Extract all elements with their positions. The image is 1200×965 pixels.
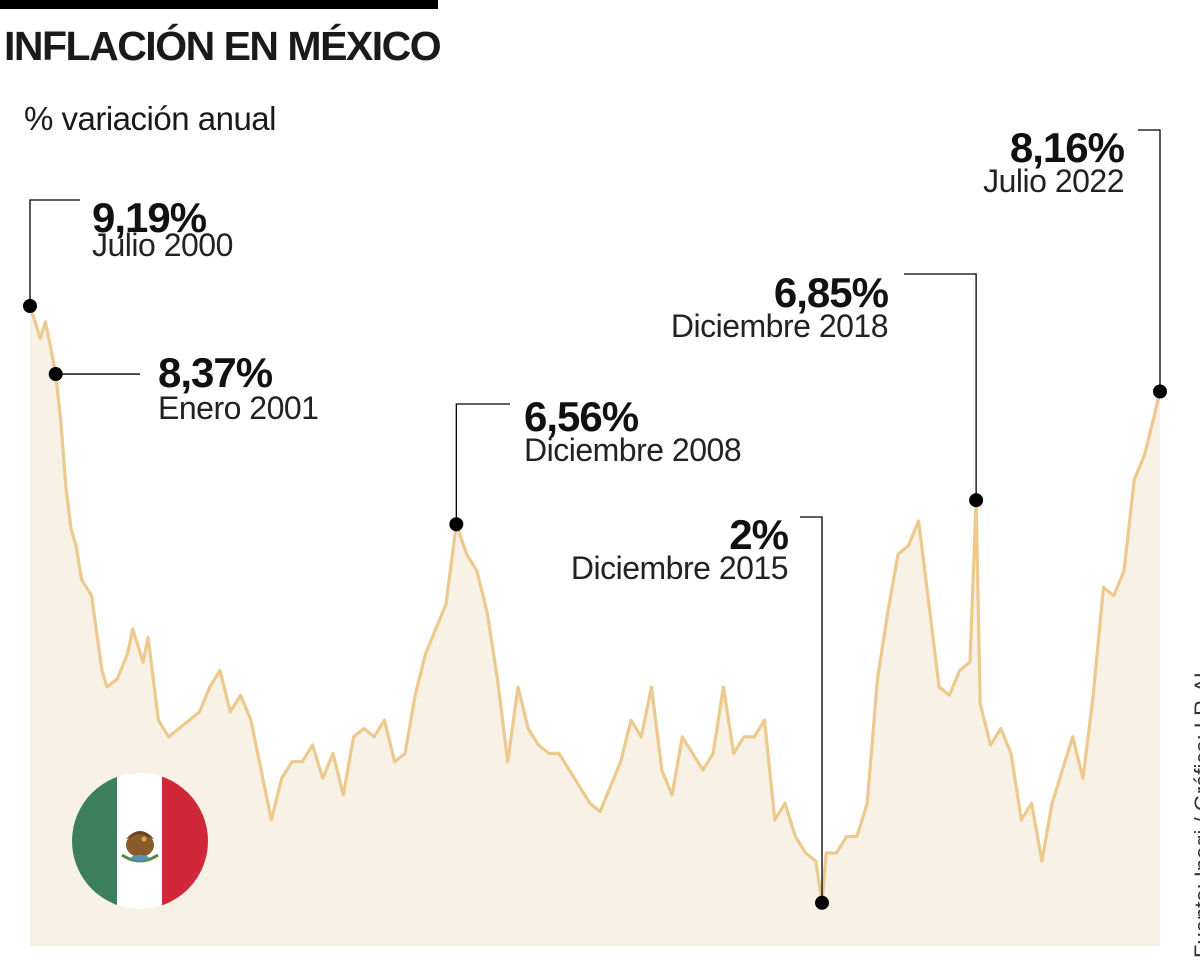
annotation-value: 8,37% bbox=[158, 349, 273, 396]
annotation-value: 8,16% bbox=[1010, 124, 1125, 171]
annotation-marker bbox=[48, 367, 63, 382]
annotation-leader bbox=[1138, 129, 1161, 392]
annotation-leader bbox=[455, 403, 510, 525]
annotation-date: Diciembre 2008 bbox=[524, 432, 741, 468]
annotation-date: Diciembre 2015 bbox=[571, 550, 788, 586]
annotation-marker bbox=[969, 493, 984, 508]
annotation-date: Diciembre 2018 bbox=[671, 308, 888, 344]
source-credit: Fuente: Inegi / Gráfico: LR-AL bbox=[1190, 665, 1200, 958]
chart-subtitle: % variación anual bbox=[24, 100, 277, 137]
annotation-value: 6,85% bbox=[774, 269, 889, 316]
annotation-value: 2% bbox=[729, 511, 788, 558]
annotation-leader bbox=[29, 199, 80, 306]
annotation-leader bbox=[800, 516, 823, 903]
annotation-date: Julio 2000 bbox=[92, 227, 233, 263]
annotation-leader bbox=[904, 273, 977, 501]
annotation-date: Julio 2022 bbox=[983, 163, 1124, 199]
annotation-marker bbox=[23, 299, 37, 313]
inflation-area bbox=[30, 306, 1160, 946]
annotation-marker bbox=[449, 517, 464, 532]
inflation-line bbox=[28, 305, 1162, 905]
annotation-value: 6,56% bbox=[524, 393, 639, 440]
annotation-marker bbox=[815, 895, 830, 910]
top-rule bbox=[0, 0, 438, 9]
mexico-flag-icon bbox=[72, 773, 208, 909]
chart-title: INFLACIÓN EN MÉXICO bbox=[4, 23, 442, 69]
annotation-value: 9,19% bbox=[92, 194, 207, 241]
annotation-date: Enero 2001 bbox=[158, 390, 318, 426]
annotation-marker bbox=[1153, 384, 1167, 399]
